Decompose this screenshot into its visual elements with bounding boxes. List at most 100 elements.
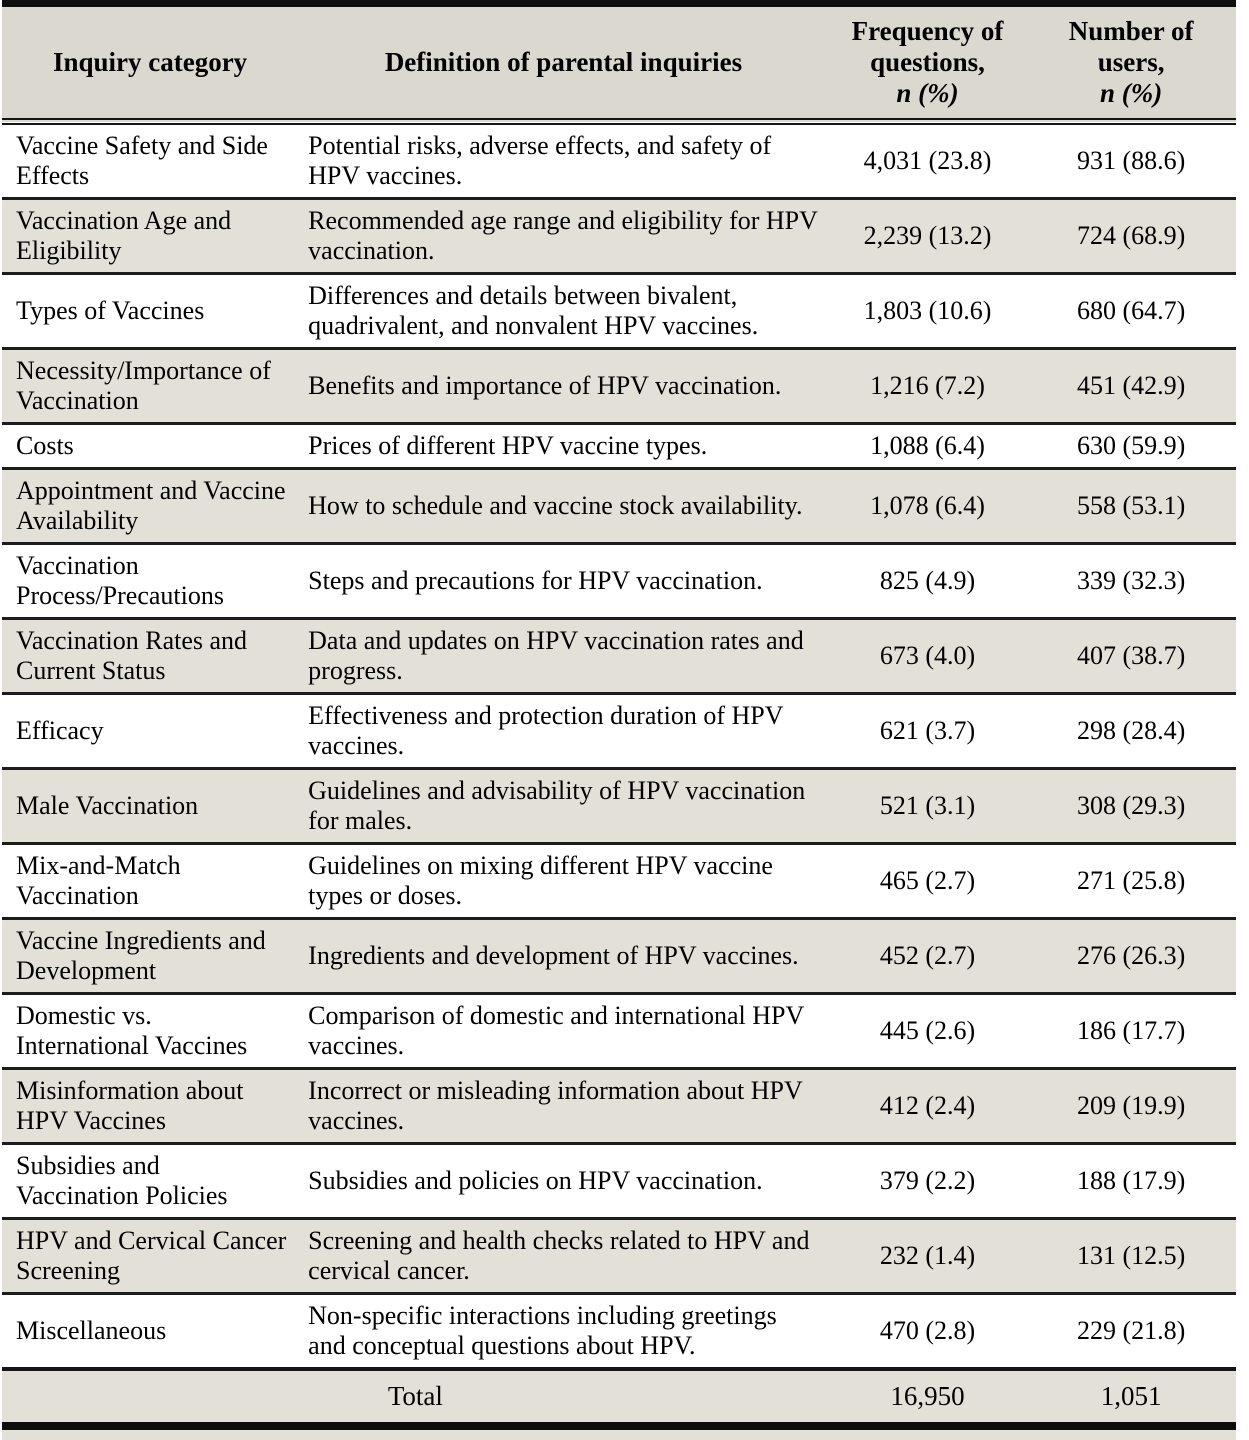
header-users: Number of users, n (%) [1026, 3, 1236, 125]
cell-users: 680 (64.7) [1076, 296, 1186, 325]
cell-definition: Screening and health checks related to H… [308, 1226, 810, 1285]
cell-definition: Ingredients and development of HPV vacci… [308, 941, 799, 970]
cell-definition: Comparison of domestic and international… [308, 1001, 804, 1060]
cell-frequency: 673 (4.0) [879, 641, 976, 670]
cell-category: Costs [16, 431, 74, 460]
cell-category: Vaccination Rates and Current Status [16, 626, 248, 685]
cell-users: 188 (17.9) [1076, 1166, 1186, 1195]
cell-category: Vaccine Safety and Side Effects [16, 131, 268, 190]
table-row: Miscellaneous Non-specific interactions i… [2, 1293, 1236, 1369]
cell-category: Subsidies and Vaccination Policies [16, 1151, 228, 1210]
cell-frequency: 412 (2.4) [879, 1091, 976, 1120]
cell-users: 131 (12.5) [1076, 1241, 1186, 1270]
cell-frequency: 470 (2.8) [879, 1316, 976, 1345]
header-frequency-line1: Frequency of [851, 16, 1004, 46]
cell-frequency: 379 (2.2) [879, 1166, 976, 1195]
cell-users: 451 (42.9) [1076, 371, 1186, 400]
table-row: Male Vaccination Guidelines and advisabil… [2, 768, 1236, 844]
total-users: 1,051 [1100, 1381, 1162, 1411]
cell-category: Domestic vs. International Vaccines [16, 1001, 248, 1060]
cell-users: 558 (53.1) [1076, 491, 1186, 520]
cell-users: 186 (17.7) [1076, 1016, 1186, 1045]
cell-definition: Recommended age range and eligibility fo… [308, 206, 818, 265]
cell-users: 209 (19.9) [1076, 1091, 1186, 1120]
header-frequency-n-pct: n (%) [896, 78, 959, 108]
cell-definition: Steps and precautions for HPV vaccinatio… [308, 566, 763, 595]
cell-definition: Data and updates on HPV vaccination rate… [308, 626, 804, 685]
cell-frequency: 521 (3.1) [879, 791, 976, 820]
cell-users: 308 (29.3) [1076, 791, 1186, 820]
total-frequency: 16,950 [890, 1381, 965, 1411]
cell-users: 276 (26.3) [1076, 941, 1186, 970]
cell-frequency: 1,078 (6.4) [870, 491, 985, 520]
cell-category: HPV and Cervical Cancer Screening [16, 1226, 287, 1285]
table-row: Vaccination Process/Precautions Steps and… [2, 543, 1236, 619]
header-definition-label: Definition of parental inquiries [384, 47, 743, 77]
cell-category: Appointment and Vaccine Availability [16, 476, 286, 535]
cell-category: Misinformation about HPV Vaccines [16, 1076, 244, 1135]
table-body: Vaccine Safety and Side Effects Potential… [2, 121, 1236, 1369]
table-row: Costs Prices of different HPV vaccine typ… [2, 423, 1236, 469]
table-row: Domestic vs. International Vaccines Compa… [2, 993, 1236, 1069]
cell-frequency: 621 (3.7) [879, 716, 976, 745]
cell-category: Vaccination Process/Precautions [16, 551, 224, 610]
header-users-n-pct: n (%) [1099, 78, 1163, 108]
table-row: Vaccine Ingredients and Development Ingre… [2, 918, 1236, 994]
cell-definition: Non-specific interactions including gree… [308, 1301, 777, 1360]
cell-users: 931 (88.6) [1076, 146, 1186, 175]
header-users-line2: users, [1097, 47, 1165, 77]
cell-users: 630 (59.9) [1076, 431, 1186, 460]
cell-frequency: 2,239 (13.2) [863, 221, 992, 250]
cell-category: Vaccination Age and Eligibility [16, 206, 232, 265]
table-row: Necessity/Importance of Vaccination Benef… [2, 348, 1236, 424]
table-header: Inquiry category Definition of parental … [2, 3, 1236, 125]
cell-frequency: 1,088 (6.4) [870, 431, 985, 460]
cell-frequency: 4,031 (23.8) [863, 146, 992, 175]
cell-users: 229 (21.8) [1076, 1316, 1186, 1345]
header-frequency-line2: questions, [870, 47, 985, 77]
cell-definition: Incorrect or misleading information abou… [308, 1076, 803, 1135]
table-row: Appointment and Vaccine Availability How … [2, 468, 1236, 544]
table-row: Vaccine Safety and Side Effects Potential… [2, 121, 1236, 199]
cell-category: Mix-and-Match Vaccination [16, 851, 181, 910]
table-row: Efficacy Effectiveness and protection dur… [2, 693, 1236, 769]
header-inquiry-category-label: Inquiry category [52, 47, 248, 77]
cell-category: Miscellaneous [16, 1316, 167, 1345]
header-definition: Definition of parental inquiries [298, 3, 829, 125]
cell-frequency: 452 (2.7) [879, 941, 976, 970]
bottom-margin-strip [2, 1430, 1236, 1440]
cell-definition: How to schedule and vaccine stock availa… [308, 491, 803, 520]
table-row: Misinformation about HPV Vaccines Incorre… [2, 1068, 1236, 1144]
cell-frequency: 465 (2.7) [879, 866, 976, 895]
total-label: Total [387, 1381, 443, 1411]
table-row: HPV and Cervical Cancer Screening Screeni… [2, 1218, 1236, 1294]
cell-users: 339 (32.3) [1076, 566, 1186, 595]
cell-definition: Effectiveness and protection duration of… [308, 701, 784, 760]
total-row: Total 16,950 1,051 [2, 1369, 1236, 1426]
header-row: Inquiry category Definition of parental … [2, 3, 1236, 125]
cell-users: 298 (28.4) [1076, 716, 1186, 745]
table-row: Vaccination Rates and Current Status Data… [2, 618, 1236, 694]
cell-frequency: 1,803 (10.6) [863, 296, 992, 325]
cell-definition: Guidelines on mixing different HPV vacci… [308, 851, 773, 910]
cell-frequency: 1,216 (7.2) [870, 371, 985, 400]
cell-definition: Prices of different HPV vaccine types. [308, 431, 708, 460]
table-row: Vaccination Age and Eligibility Recommend… [2, 198, 1236, 274]
header-inquiry-category: Inquiry category [2, 3, 299, 125]
cell-frequency: 445 (2.6) [879, 1016, 976, 1045]
cell-frequency: 232 (1.4) [879, 1241, 976, 1270]
table-footer: Total 16,950 1,051 [2, 1369, 1236, 1426]
cell-category: Necessity/Importance of Vaccination [16, 356, 271, 415]
table-row: Mix-and-Match Vaccination Guidelines on m… [2, 843, 1236, 919]
header-frequency: Frequency of questions, n (%) [828, 3, 1027, 125]
cell-category: Types of Vaccines [16, 296, 205, 325]
cell-category: Vaccine Ingredients and Development [16, 926, 266, 985]
cell-users: 724 (68.9) [1076, 221, 1186, 250]
table-row: Subsidies and Vaccination Policies Subsid… [2, 1143, 1236, 1219]
header-users-line1: Number of [1068, 16, 1194, 46]
cell-definition: Differences and details between bivalent… [308, 281, 759, 340]
cell-definition: Benefits and importance of HPV vaccinati… [308, 371, 782, 400]
cell-frequency: 825 (4.9) [879, 566, 976, 595]
